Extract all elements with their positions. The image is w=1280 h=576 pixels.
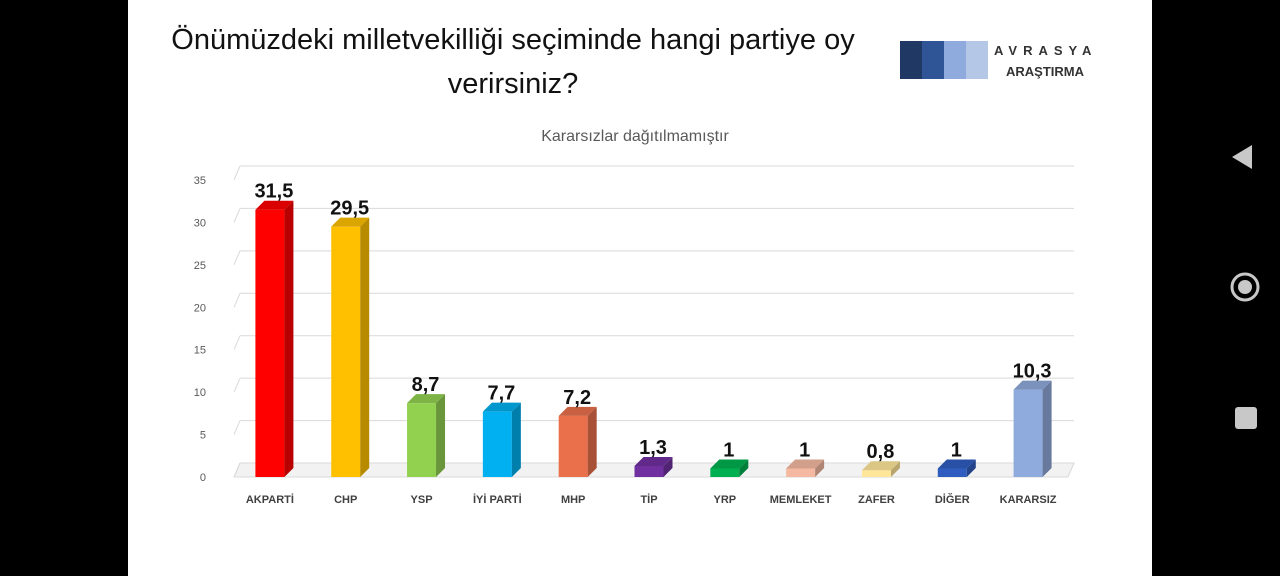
x-category-label: YSP [411, 494, 433, 506]
bar [558, 415, 588, 477]
bar-value-label: 1 [799, 440, 810, 462]
y-tick-label: 0 [200, 472, 206, 484]
bar-side [284, 200, 294, 477]
logo-block-2 [922, 41, 944, 79]
x-category-label: İYİ PARTİ [473, 493, 522, 506]
bar-top [482, 402, 521, 412]
bar-side [360, 217, 370, 477]
bar-side [966, 459, 976, 477]
gridline-side [233, 420, 241, 435]
gridline-side [233, 377, 241, 393]
bar [407, 403, 437, 477]
bar-top [331, 217, 370, 227]
bar-top [407, 394, 446, 404]
bar [861, 470, 891, 477]
gridline-side [233, 335, 241, 350]
bar-value-label: 29,5 [330, 198, 369, 220]
y-tick-label: 30 [194, 217, 206, 229]
x-category-label: ZAFER [858, 494, 895, 506]
bar-side [511, 402, 521, 477]
slide-title: Önümüzdeki milletvekilliği seçiminde han… [171, 24, 855, 100]
bar-top [937, 459, 976, 469]
home-circle-icon[interactable] [1229, 271, 1261, 303]
bar-value-label: 8,7 [412, 374, 440, 396]
x-category-label: YRP [714, 494, 737, 506]
logo-block-3 [944, 41, 966, 79]
bar-top [1013, 380, 1052, 390]
gridline-side [233, 208, 241, 223]
bar-side [739, 459, 749, 477]
x-category-label: AKPARTİ [246, 493, 294, 506]
bar-top [255, 200, 294, 210]
bar-side [436, 394, 446, 477]
x-category-label: KARARSIZ [1000, 494, 1057, 506]
y-tick-label: 35 [194, 175, 206, 187]
logo-text-avrasya: AVRASYA [994, 43, 1098, 58]
y-tick-label: 25 [194, 260, 206, 272]
bar-value-label: 1 [951, 440, 962, 462]
bar-value-label: 1,3 [639, 437, 667, 459]
x-category-label: CHP [334, 494, 357, 506]
logo-block-1 [900, 41, 922, 79]
bar [634, 465, 664, 477]
android-navigation-bar [1152, 0, 1280, 576]
y-tick-label: 20 [194, 302, 206, 314]
y-tick-label: 5 [200, 430, 206, 442]
back-triangle-icon[interactable] [1230, 143, 1256, 171]
bar-top [558, 406, 597, 416]
bar-chart: 0 5 10 15 20 25 30 35 31,5 AKPARTİ 29,5 CHP 8,7 YSP 7,… [194, 165, 1075, 506]
logo-text-arastirma: ARAŞTIRMA [1006, 64, 1084, 79]
logo-color-blocks [900, 41, 988, 79]
bar-value-label: 10,3 [1013, 361, 1052, 383]
bar [937, 468, 967, 477]
x-category-label: MEMLEKET [770, 494, 832, 506]
bar-side [1042, 380, 1052, 477]
bar-top [710, 459, 749, 469]
bar [255, 209, 285, 477]
bar [482, 411, 512, 477]
bar [786, 468, 816, 477]
bar-value-label: 0,8 [867, 441, 895, 463]
x-category-label: DİĞER [935, 493, 970, 506]
gridline-side [233, 462, 241, 478]
bar-side [815, 459, 825, 477]
bar-value-label: 7,7 [487, 383, 515, 405]
y-tick-label: 10 [194, 387, 206, 399]
presentation-slide: Önümüzdeki milletvekilliği seçiminde han… [128, 0, 1152, 576]
gridline-side [233, 293, 241, 308]
bar [710, 468, 740, 477]
bar [331, 226, 361, 477]
bar-side [663, 456, 673, 477]
bar-side [890, 461, 900, 477]
bar-value-label: 1 [723, 440, 734, 462]
gridline-side [233, 250, 241, 266]
logo-block-4 [966, 41, 988, 79]
bar-value-label: 31,5 [254, 181, 293, 203]
bar [1013, 389, 1043, 477]
bar-top [861, 461, 900, 471]
bar-side [587, 406, 597, 477]
gridline-side [233, 165, 241, 181]
recents-square-icon[interactable] [1234, 406, 1258, 430]
bar-top [634, 456, 673, 466]
chart-subtitle: Kararsızlar dağıtılmamıştır [541, 128, 729, 145]
x-category-label: TİP [640, 493, 657, 506]
y-tick-label: 15 [194, 345, 206, 357]
x-category-label: MHP [561, 494, 585, 506]
bar-top [786, 459, 825, 469]
bar-value-label: 7,2 [563, 387, 591, 409]
